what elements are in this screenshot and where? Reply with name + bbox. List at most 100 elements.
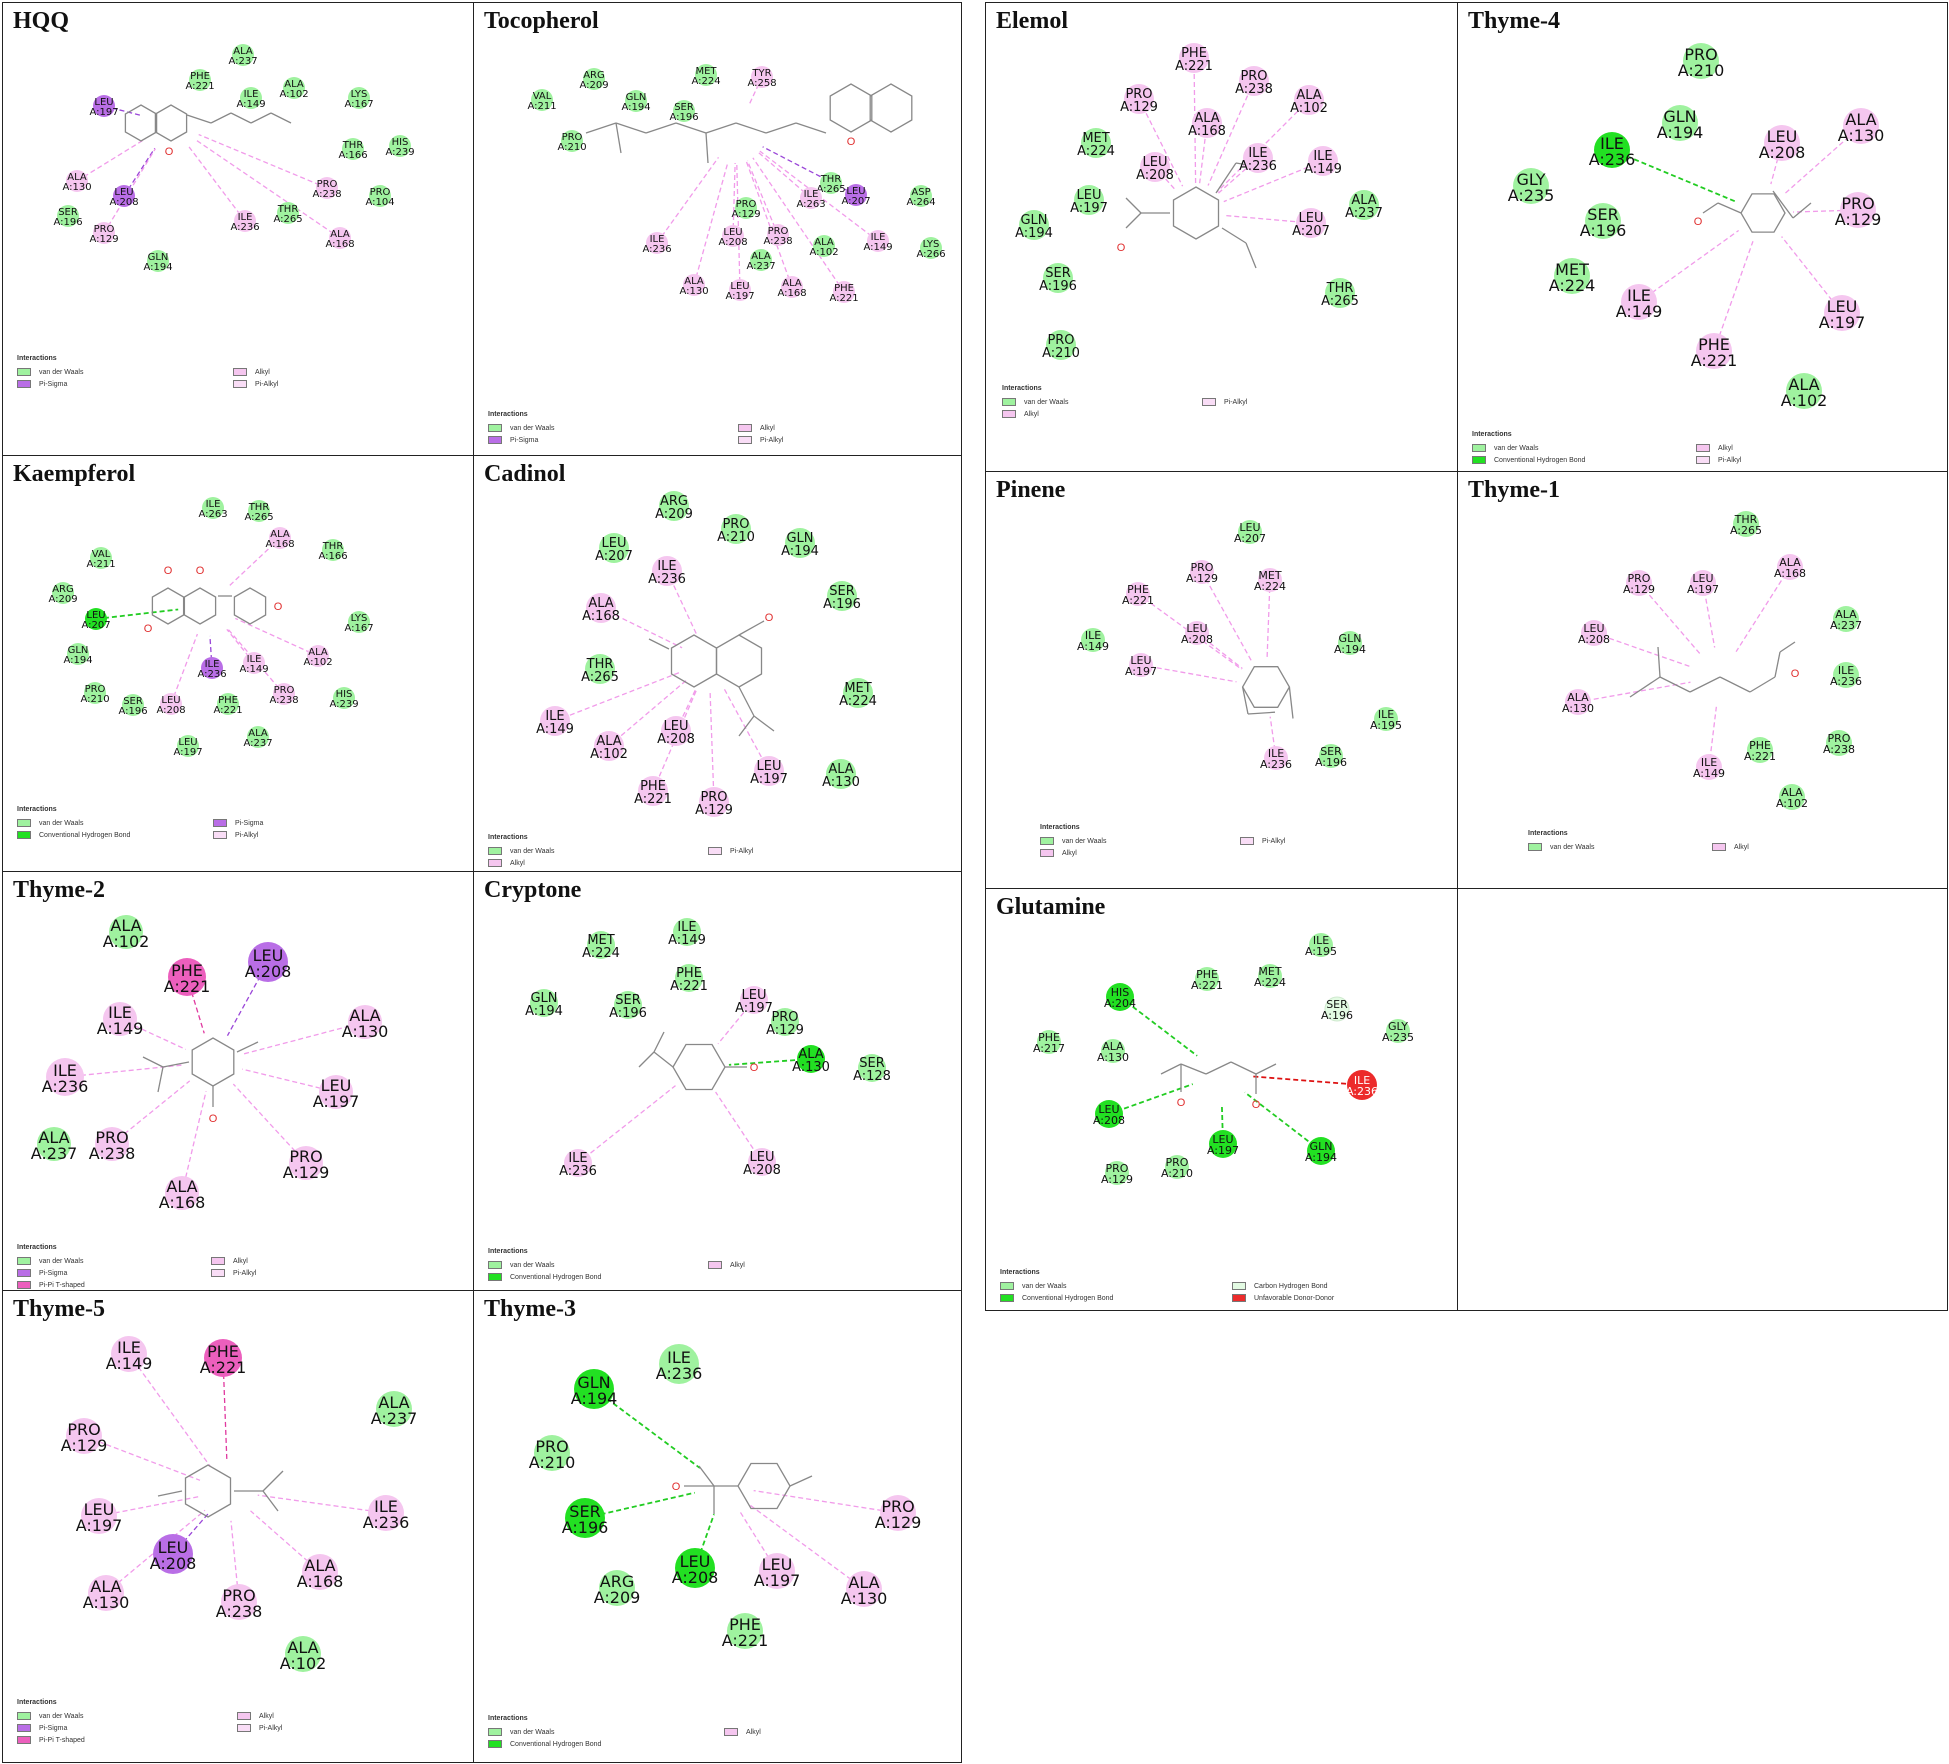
residue-number: A:210 bbox=[1042, 346, 1080, 361]
interaction-lines bbox=[83, 1353, 387, 1603]
residue-number: A:208 bbox=[1759, 143, 1806, 162]
residue-bubble bbox=[269, 527, 291, 549]
legend-swatch bbox=[233, 368, 247, 376]
residue-name: PHE bbox=[1127, 583, 1149, 596]
residue-number: A:130 bbox=[792, 1060, 830, 1075]
interaction-line bbox=[1269, 716, 1277, 759]
interaction-line bbox=[1119, 996, 1198, 1057]
interaction-line bbox=[752, 157, 845, 293]
interaction-line bbox=[736, 162, 741, 291]
legend-label: Alkyl bbox=[510, 859, 525, 867]
legend-item: Pi-Alkyl bbox=[211, 1267, 405, 1279]
panel-title: Thyme-3 bbox=[484, 1296, 576, 1322]
residue-bubble bbox=[1019, 210, 1049, 240]
residue-number: A:194 bbox=[621, 102, 650, 113]
svg-text:O: O bbox=[672, 1481, 681, 1493]
interaction-line bbox=[1250, 1075, 1363, 1086]
residue-bubble bbox=[813, 235, 835, 257]
interactions-legend: Interactions van der Waals Alkyl bbox=[1528, 830, 1896, 853]
residue-number: A:197 bbox=[76, 1516, 123, 1535]
svg-text:O: O bbox=[1177, 1097, 1186, 1109]
legend-item: Conventional Hydrogen Bond bbox=[1472, 454, 1696, 466]
residue-bubble bbox=[800, 187, 822, 209]
interaction-line bbox=[554, 671, 682, 722]
residue-name: ILE bbox=[545, 709, 564, 724]
residue-name: SER bbox=[123, 696, 143, 707]
residue-name: PRO bbox=[700, 790, 727, 805]
residue-number: A:196 bbox=[1321, 1009, 1353, 1022]
residue-number: A:210 bbox=[1161, 1167, 1193, 1180]
residue-name: THR bbox=[586, 657, 614, 672]
interaction-line bbox=[181, 1091, 207, 1194]
residue-name: PRO bbox=[1125, 87, 1152, 102]
residue-name: ALA bbox=[349, 1006, 380, 1025]
residue-bubble bbox=[369, 185, 391, 207]
legend-label: Pi-Pi T-shaped bbox=[39, 1736, 85, 1744]
residue-bubble bbox=[153, 1534, 193, 1574]
interaction-diagram bbox=[1458, 889, 1948, 1311]
residue-number: A:130 bbox=[822, 775, 860, 790]
legend-title: Interactions bbox=[17, 1699, 57, 1706]
interaction-lines bbox=[1577, 566, 1791, 768]
residue-bubble bbox=[599, 533, 629, 563]
residue-bubble bbox=[1105, 1161, 1129, 1185]
svg-text:O: O bbox=[847, 136, 856, 148]
interaction-line bbox=[1193, 57, 1197, 184]
panel-cadinol: O ARG A:209 PRO A:210 GLN A:194 LEU A:207 ILE A:23… bbox=[473, 455, 962, 872]
residue-bubble bbox=[1349, 190, 1379, 220]
residue-number: A:236 bbox=[1830, 675, 1862, 688]
residue-name: ALA bbox=[782, 278, 802, 289]
legend-label: Pi-Alkyl bbox=[760, 436, 784, 444]
residue-number: A:197 bbox=[735, 1001, 773, 1016]
residue-number: A:194 bbox=[1657, 123, 1704, 142]
legend-label: Pi-Alkyl bbox=[233, 1269, 257, 1277]
interaction-lines bbox=[554, 570, 770, 803]
residue-number: A:195 bbox=[1305, 945, 1337, 958]
residue-number: A:102 bbox=[1776, 797, 1808, 810]
legend-label: Alkyl bbox=[1024, 410, 1039, 418]
legend-item: Pi-Sigma bbox=[213, 817, 409, 829]
legend-label: Pi-Alkyl bbox=[1262, 837, 1286, 845]
legend-label: Alkyl bbox=[233, 1257, 248, 1265]
ligand-structure: O bbox=[638, 1031, 759, 1091]
residue-name: ALA bbox=[1835, 608, 1857, 621]
residue-number: A:197 bbox=[1207, 1144, 1239, 1157]
legend-label: van der Waals bbox=[1062, 837, 1107, 845]
residue-number: A:149 bbox=[1616, 302, 1663, 321]
residue-bubble bbox=[57, 205, 79, 227]
legend-title: Interactions bbox=[17, 1244, 57, 1251]
residue-bubble bbox=[751, 66, 773, 88]
residue-name: LEU bbox=[742, 988, 767, 1003]
residue-name: LEU bbox=[1299, 211, 1324, 226]
residue-number: A:196 bbox=[669, 112, 698, 123]
residue-number: A:196 bbox=[1039, 279, 1077, 294]
residue-number: A:130 bbox=[342, 1022, 389, 1041]
residue-bubble bbox=[147, 250, 169, 272]
residue-number: A:263 bbox=[198, 509, 227, 520]
residue-bubble bbox=[564, 1149, 592, 1177]
residue-number: A:237 bbox=[243, 738, 272, 749]
residue-number: A:197 bbox=[750, 772, 788, 787]
residue-name: ALA bbox=[1779, 556, 1801, 569]
residue-name: LEU bbox=[846, 186, 865, 197]
